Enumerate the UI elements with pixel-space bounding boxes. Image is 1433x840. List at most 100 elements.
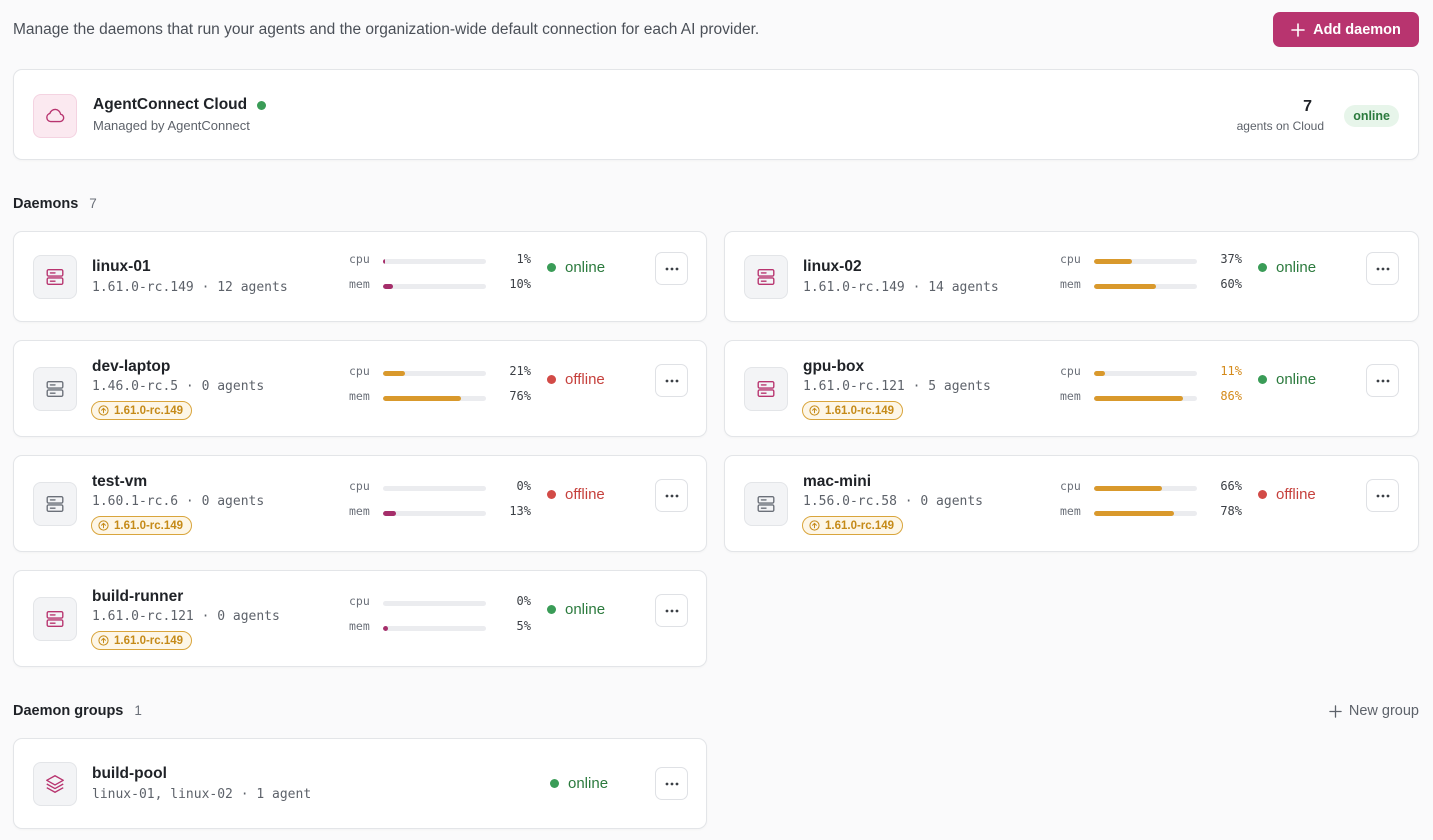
upgrade-badge[interactable]: 1.61.0-rc.149 [802, 401, 904, 420]
cpu-value: 0% [516, 479, 531, 493]
daemon-name: linux-01 [92, 258, 151, 275]
mem-label: mem [349, 277, 370, 291]
group-status-label: online [568, 775, 609, 792]
daemon-version: 1.61.0-rc.121 · 0 agents [92, 609, 280, 624]
daemon-more-button[interactable] [1366, 364, 1399, 397]
daemon-status-label: online [565, 601, 606, 618]
daemon-icon-box [33, 367, 77, 411]
cloud-agent-count: 7 [1303, 98, 1312, 115]
daemon-status-label: online [1276, 259, 1317, 276]
daemon-card[interactable]: linux-02 1.61.0-rc.149 · 14 agents cpu 37% m… [724, 231, 1419, 322]
more-horizontal-icon [665, 379, 678, 382]
daemon-card[interactable]: linux-01 1.61.0-rc.149 · 12 agents cpu 1% me… [13, 231, 707, 322]
mem-bar [383, 511, 486, 516]
daemon-version: 1.61.0-rc.121 · 5 agents [803, 379, 991, 394]
cpu-bar-fill [1094, 259, 1133, 264]
groups-count: 1 [134, 703, 142, 718]
daemon-icon-box [744, 255, 788, 299]
new-group-label: New group [1348, 703, 1419, 719]
cpu-bar-fill [383, 371, 405, 376]
upgrade-badge[interactable]: 1.61.0-rc.149 [802, 516, 904, 535]
mem-label: mem [1060, 277, 1081, 291]
server-icon [46, 268, 64, 286]
mem-label: mem [349, 389, 370, 403]
group-more-button[interactable] [655, 767, 688, 800]
daemon-name: dev-laptop [92, 358, 171, 375]
daemon-more-button[interactable] [1366, 252, 1399, 285]
daemons-count: 7 [89, 196, 97, 211]
daemon-card[interactable]: test-vm 1.60.1-rc.6 · 0 agents 1.61.0-rc.1… [13, 455, 707, 552]
status-dot [1258, 375, 1267, 384]
cpu-bar [1094, 259, 1197, 264]
upgrade-version: 1.61.0-rc.149 [114, 404, 184, 417]
mem-value: 5% [516, 619, 531, 633]
daemon-more-button[interactable] [655, 252, 688, 285]
daemon-version: 1.56.0-rc.58 · 0 agents [803, 494, 984, 509]
cloud-icon [46, 108, 65, 123]
cpu-value: 0% [516, 594, 531, 608]
status-dot [547, 605, 556, 614]
arrow-up-circle-icon [809, 405, 820, 416]
mem-bar [383, 626, 486, 631]
daemon-more-button[interactable] [655, 479, 688, 512]
cpu-label: cpu [1060, 479, 1081, 493]
cpu-value: 11% [1220, 364, 1242, 378]
daemon-more-button[interactable] [1366, 479, 1399, 512]
daemon-name: test-vm [92, 473, 148, 490]
daemon-status-label: online [1276, 371, 1317, 388]
mem-bar [383, 284, 486, 289]
cpu-label: cpu [349, 252, 370, 266]
mem-bar [1094, 284, 1197, 289]
groups-title: Daemon groups [13, 703, 124, 719]
cpu-bar [383, 601, 486, 606]
daemon-more-button[interactable] [655, 594, 688, 627]
cpu-bar [383, 371, 486, 376]
daemon-card[interactable]: gpu-box 1.61.0-rc.121 · 5 agents 1.61.0-rc… [724, 340, 1419, 437]
cpu-label: cpu [349, 479, 370, 493]
cpu-bar [1094, 371, 1197, 376]
daemon-status: offline [1258, 486, 1316, 503]
new-group-button[interactable]: New group [1329, 703, 1419, 719]
cpu-value: 66% [1220, 479, 1242, 493]
daemon-status: offline [547, 371, 605, 388]
group-card[interactable]: build-pool linux-01, linux-02 · 1 agent … [13, 738, 707, 829]
more-horizontal-icon [665, 267, 678, 270]
status-dot [547, 490, 556, 499]
mem-bar [383, 396, 486, 401]
cpu-bar-fill [1094, 371, 1106, 376]
daemons-section-title: Daemons 7 [13, 196, 97, 212]
cpu-bar-fill [1094, 486, 1162, 491]
cpu-bar [383, 259, 486, 264]
daemon-name: gpu-box [803, 358, 865, 375]
group-name: build-pool [92, 765, 167, 782]
cpu-label: cpu [1060, 364, 1081, 378]
cpu-label: cpu [349, 364, 370, 378]
cpu-label: cpu [349, 594, 370, 608]
mem-bar-fill [383, 284, 394, 289]
upgrade-version: 1.61.0-rc.149 [114, 519, 184, 532]
mem-bar-fill [1094, 284, 1156, 289]
upgrade-badge[interactable]: 1.61.0-rc.149 [91, 516, 193, 535]
upgrade-version: 1.61.0-rc.149 [825, 404, 895, 417]
mem-value: 86% [1220, 389, 1242, 403]
daemon-name: linux-02 [803, 258, 862, 275]
server-icon [757, 380, 775, 398]
daemon-icon-box [33, 255, 77, 299]
daemon-icon-box [33, 597, 77, 641]
daemon-version: 1.61.0-rc.149 · 14 agents [803, 280, 999, 295]
cloud-card[interactable]: AgentConnect Cloud Managed by AgentConne… [13, 69, 1419, 160]
upgrade-badge[interactable]: 1.61.0-rc.149 [91, 401, 193, 420]
cpu-bar-fill [383, 259, 386, 264]
status-dot [547, 375, 556, 384]
daemon-more-button[interactable] [655, 364, 688, 397]
daemon-icon-box [744, 482, 788, 526]
cpu-value: 1% [516, 252, 531, 266]
server-icon [757, 268, 775, 286]
daemon-card[interactable]: mac-mini 1.56.0-rc.58 · 0 agents 1.61.0-rc… [724, 455, 1419, 552]
add-daemon-button[interactable]: Add daemon [1273, 12, 1419, 47]
daemon-card[interactable]: dev-laptop 1.46.0-rc.5 · 0 agents 1.61.0-r… [13, 340, 707, 437]
daemon-name: mac-mini [803, 473, 872, 490]
upgrade-badge[interactable]: 1.61.0-rc.149 [91, 631, 193, 650]
daemon-card[interactable]: build-runner 1.61.0-rc.121 · 0 agents 1.61… [13, 570, 707, 667]
cpu-label: cpu [1060, 252, 1081, 266]
